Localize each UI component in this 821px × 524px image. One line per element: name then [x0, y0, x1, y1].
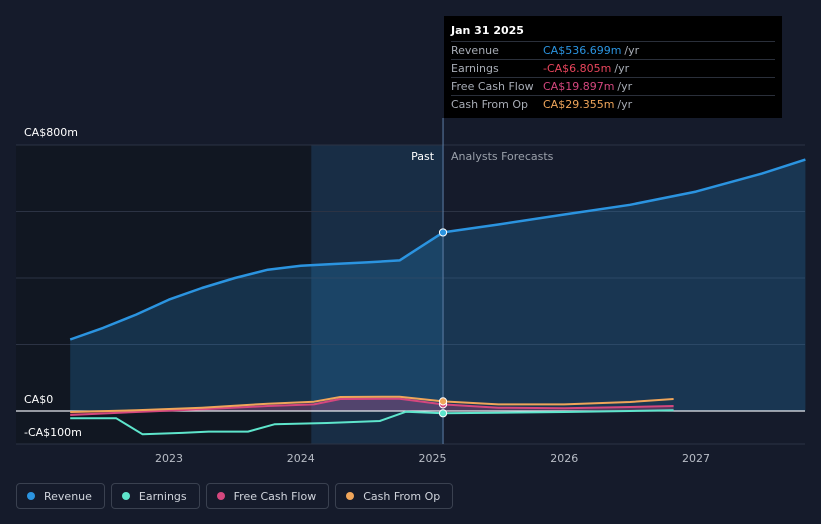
tooltip-unit: /yr — [617, 80, 633, 93]
forecast-label: Analysts Forecasts — [451, 150, 554, 163]
x-tick-label: 2024 — [287, 452, 315, 465]
marker-cash-from-op — [438, 397, 448, 406]
tooltip-label: Earnings — [451, 62, 499, 75]
past-label: Past — [411, 150, 435, 163]
tooltip-value: CA$19.897m — [543, 80, 615, 93]
legend-item-revenue[interactable]: Revenue — [16, 483, 105, 509]
series-line-free-cash-flow — [70, 397, 674, 416]
series-area-revenue — [70, 159, 806, 411]
tooltip-label: Cash From Op — [451, 98, 529, 111]
x-tick-label: 2023 — [155, 452, 183, 465]
legend-label: Free Cash Flow — [233, 489, 317, 503]
legend-dot-icon — [216, 492, 225, 500]
legend-dot-icon — [346, 492, 355, 500]
legend-item-earnings[interactable]: Earnings — [110, 483, 200, 509]
tooltip-label: Revenue — [451, 44, 499, 57]
legend: Revenue Earnings Free Cash Flow Cash Fro… — [16, 483, 454, 509]
tooltip-value: -CA$6.805m — [543, 62, 612, 75]
tooltip-unit: /yr — [617, 98, 633, 111]
legend-label: Earnings — [138, 489, 187, 503]
tooltip-row-cash-from-op: Cash From Op CA$29.355m /yr — [451, 95, 775, 113]
series-line-cash-from-op — [70, 395, 674, 413]
legend-dot-icon — [27, 492, 35, 500]
legend-item-free-cash-flow[interactable]: Free Cash Flow — [205, 483, 330, 509]
legend-dot-icon — [121, 492, 130, 500]
series-line-revenue — [69, 158, 806, 341]
tooltip: Jan 31 2025 Revenue CA$536.699m /yr Earn… — [444, 16, 782, 118]
series-line-earnings — [70, 409, 674, 436]
tooltip-unit: /yr — [614, 62, 630, 75]
highlight-band — [311, 145, 444, 444]
tooltip-label: Free Cash Flow — [451, 80, 534, 93]
tooltip-value: CA$29.355m — [543, 98, 615, 111]
y-tick-label: CA$0 — [24, 393, 53, 406]
marker-revenue — [438, 228, 448, 237]
legend-label: Cash From Op — [363, 489, 441, 503]
tooltip-unit: /yr — [624, 44, 640, 57]
tooltip-row-free-cash-flow: Free Cash Flow CA$19.897m /yr — [451, 77, 775, 95]
marker-earnings — [438, 409, 448, 418]
tooltip-row-earnings: Earnings -CA$6.805m /yr — [451, 59, 775, 77]
legend-item-cash-from-op[interactable]: Cash From Op — [335, 483, 454, 509]
y-tick-label: -CA$100m — [24, 426, 82, 439]
legend-label: Revenue — [44, 489, 92, 503]
x-tick-label: 2025 — [419, 452, 447, 465]
x-tick-label: 2026 — [550, 452, 578, 465]
tooltip-date: Jan 31 2025 — [451, 24, 524, 37]
tooltip-row-revenue: Revenue CA$536.699m /yr — [451, 41, 775, 59]
tooltip-value: CA$536.699m — [543, 44, 622, 57]
x-tick-label: 2027 — [682, 452, 710, 465]
y-tick-label: CA$800m — [24, 126, 78, 139]
